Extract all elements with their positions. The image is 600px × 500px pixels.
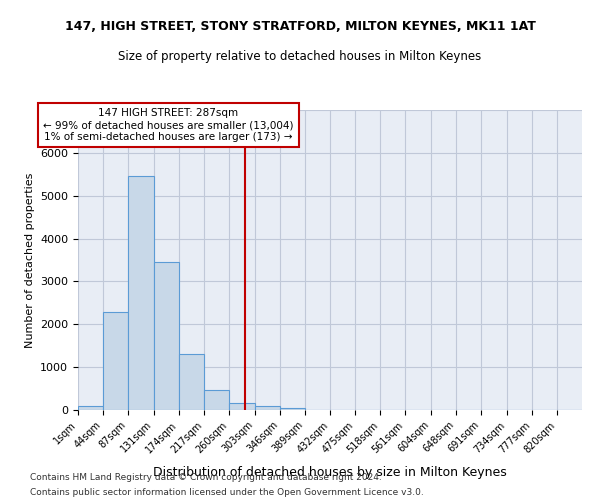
- Bar: [128, 176, 154, 410]
- X-axis label: Distribution of detached houses by size in Milton Keynes: Distribution of detached houses by size …: [153, 466, 507, 479]
- Text: Contains public sector information licensed under the Open Government Licence v3: Contains public sector information licen…: [30, 488, 424, 497]
- Text: Size of property relative to detached houses in Milton Keynes: Size of property relative to detached ho…: [118, 50, 482, 63]
- Bar: [179, 354, 204, 410]
- Bar: [78, 406, 103, 410]
- Bar: [229, 403, 254, 410]
- Text: Contains HM Land Registry data © Crown copyright and database right 2024.: Contains HM Land Registry data © Crown c…: [30, 473, 382, 482]
- Text: 147 HIGH STREET: 287sqm
← 99% of detached houses are smaller (13,004)
1% of semi: 147 HIGH STREET: 287sqm ← 99% of detache…: [43, 108, 293, 142]
- Bar: [280, 408, 305, 410]
- Text: 147, HIGH STREET, STONY STRATFORD, MILTON KEYNES, MK11 1AT: 147, HIGH STREET, STONY STRATFORD, MILTO…: [65, 20, 535, 33]
- Bar: [103, 312, 128, 410]
- Bar: [154, 262, 179, 410]
- Bar: [204, 390, 229, 410]
- Bar: [254, 406, 280, 410]
- Y-axis label: Number of detached properties: Number of detached properties: [25, 172, 35, 348]
